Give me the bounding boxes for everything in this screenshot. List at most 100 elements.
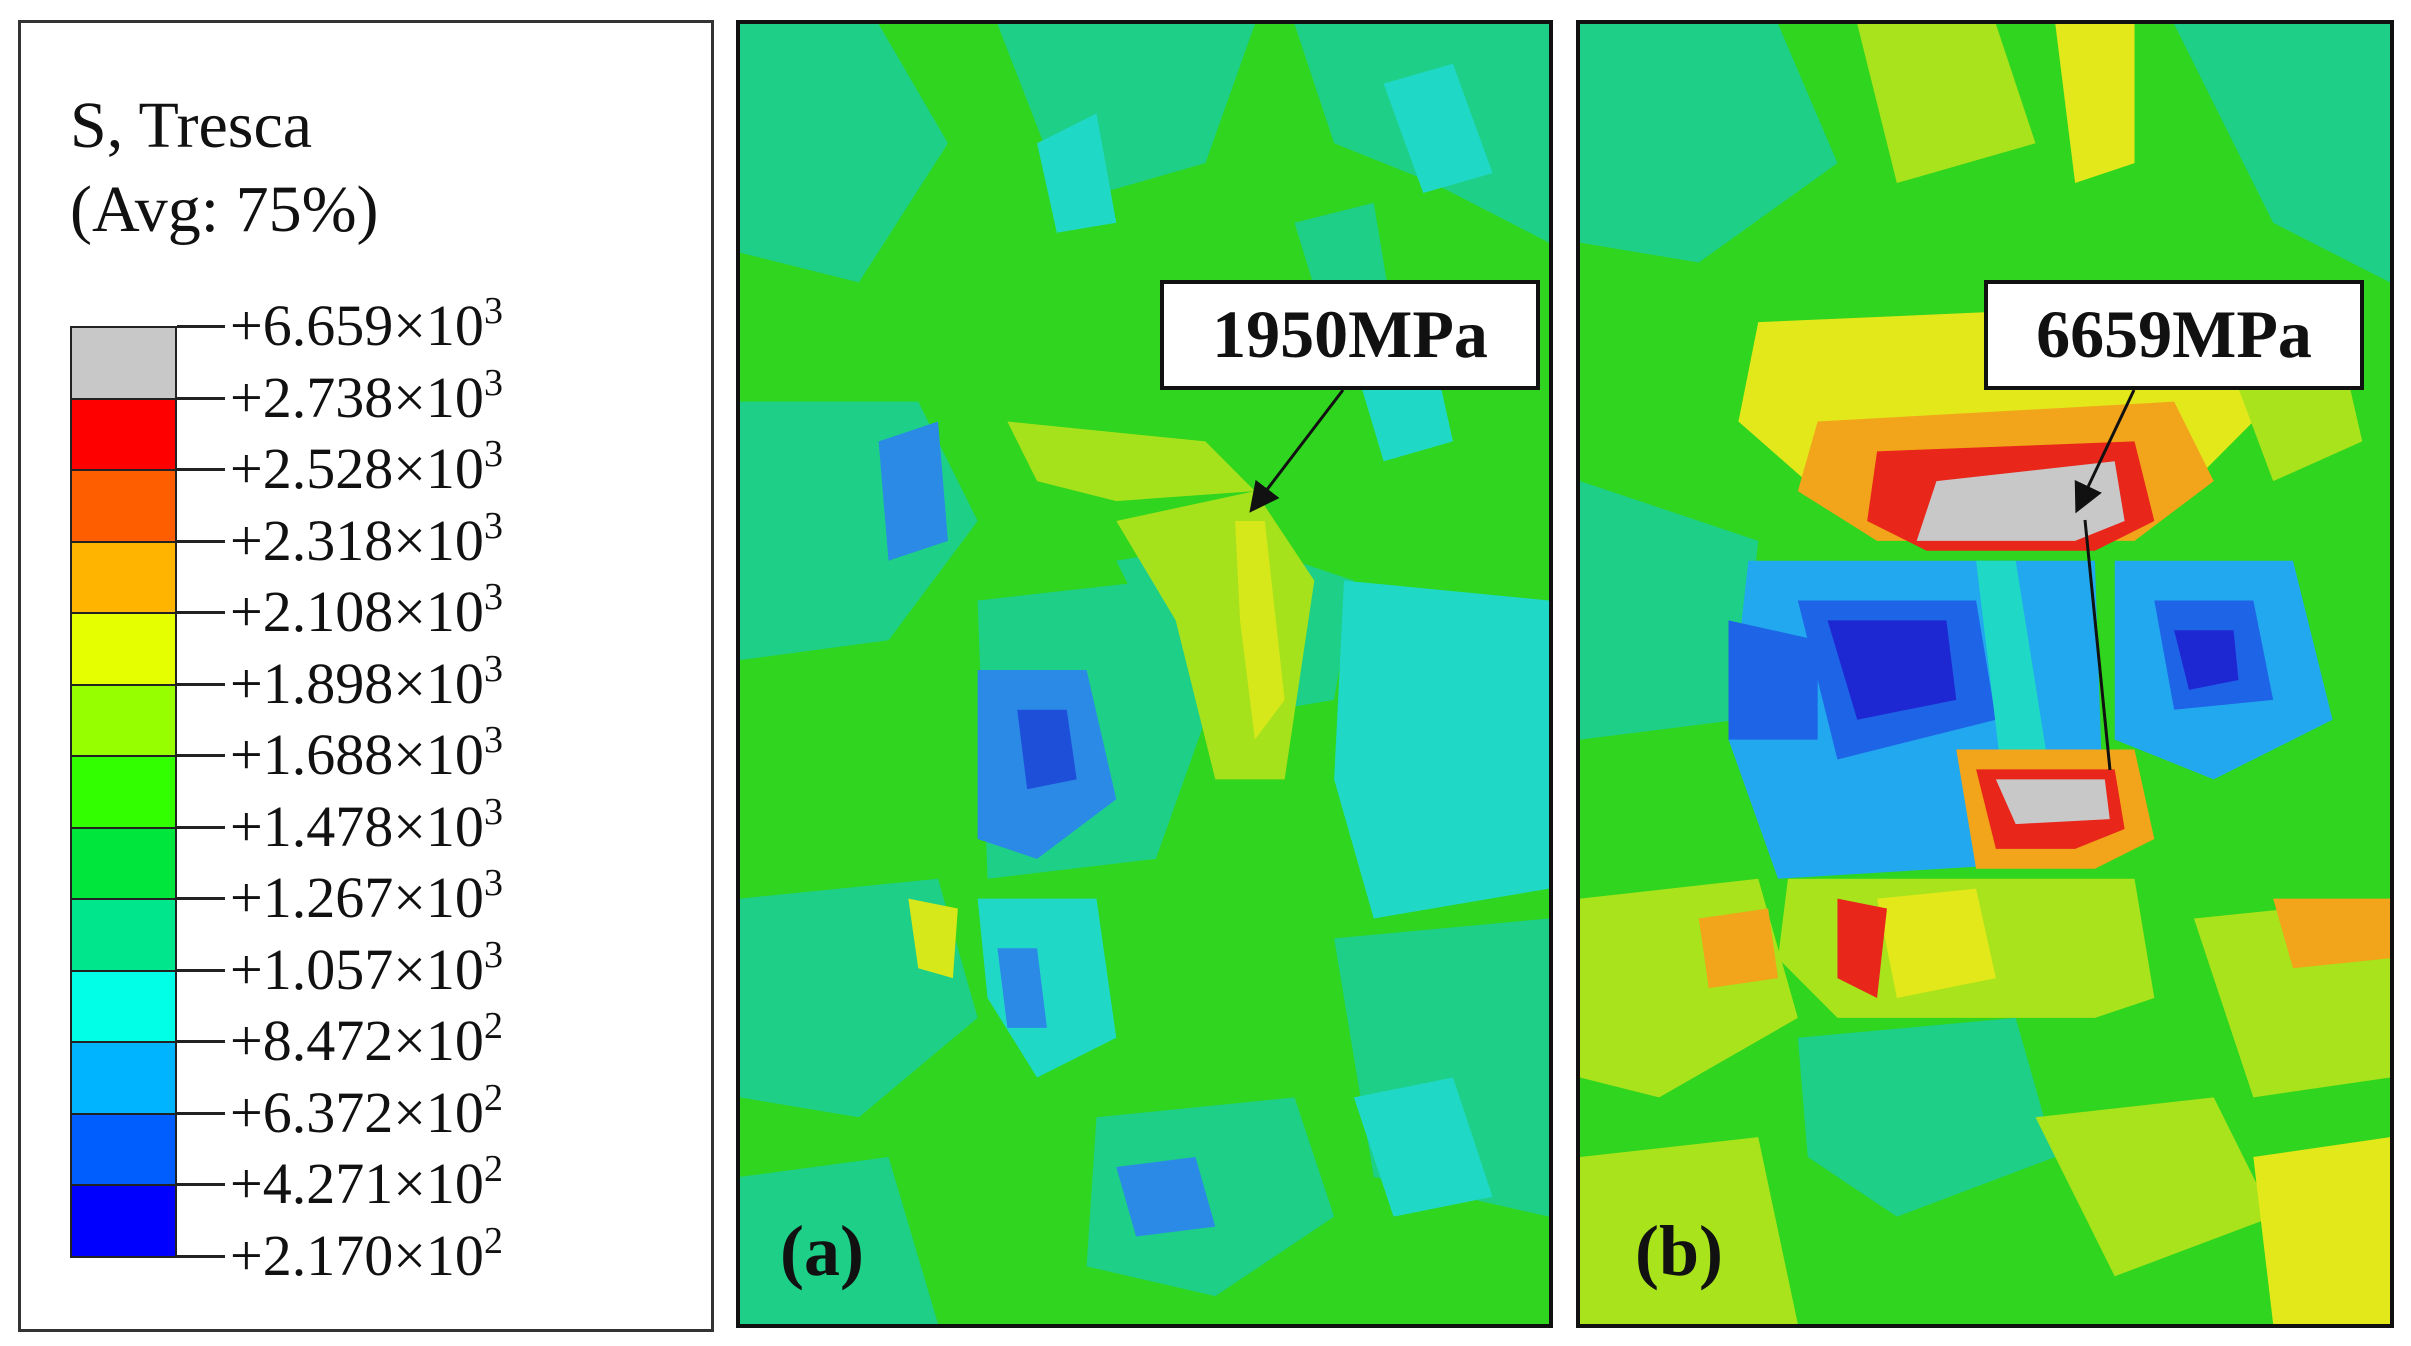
tick-exponent: 3 <box>483 933 503 976</box>
patch <box>2253 1137 2390 1324</box>
legend-color-cell <box>70 1041 177 1115</box>
tick-exponent: 3 <box>483 790 503 833</box>
legend-tick-mark <box>177 897 225 900</box>
patch <box>1580 1137 1798 1324</box>
tick-exponent: 3 <box>483 647 503 690</box>
tick-mantissa: +1.688 <box>230 722 394 787</box>
tick-mantissa: +2.528 <box>230 436 394 501</box>
legend-tick-label: +1.478×103 <box>230 793 503 856</box>
legend-tick-label: +2.528×103 <box>230 435 503 498</box>
legend-tick-mark <box>177 1183 225 1186</box>
patch <box>740 1157 939 1324</box>
patch <box>2055 24 2135 184</box>
tick-mantissa: +6.372 <box>230 1079 394 1145</box>
patch <box>2035 1097 2274 1277</box>
contour-plot-b <box>1580 24 2390 1324</box>
tick-times: ×10 <box>393 579 484 644</box>
legend-tick-label: +4.271×102 <box>230 1150 503 1213</box>
tick-times: ×10 <box>393 793 484 859</box>
patch <box>1353 1077 1493 1217</box>
tick-exponent: 3 <box>483 504 503 547</box>
tick-times: ×10 <box>393 1222 484 1288</box>
tick-mantissa: +4.271 <box>230 1151 394 1216</box>
tick-exponent: 3 <box>483 719 503 761</box>
patch <box>878 421 948 561</box>
tick-exponent: 3 <box>483 361 503 404</box>
legend-tick-label: +1.057×103 <box>230 936 503 999</box>
legend-color-cell <box>70 969 177 1043</box>
patch <box>1857 24 2036 184</box>
legend-tick-mark <box>177 1111 225 1115</box>
tick-exponent: 3 <box>483 290 503 332</box>
tick-exponent: 3 <box>483 862 503 904</box>
patch <box>1086 1097 1335 1297</box>
legend-tick-mark <box>177 611 225 614</box>
tick-mantissa: +1.898 <box>230 650 394 716</box>
legend-tick-mark <box>177 825 225 829</box>
callout-b: 6659MPa <box>1984 280 2364 390</box>
patch <box>1976 560 2056 810</box>
legend-color-cell <box>70 1112 177 1186</box>
patch <box>1007 421 1255 502</box>
panel-label-a: (a) <box>780 1211 864 1291</box>
tick-mantissa: +2.108 <box>230 579 394 644</box>
patch <box>1334 580 1549 919</box>
legend-tick-mark <box>177 682 225 686</box>
legend-tick-label: +1.688×103 <box>230 721 503 784</box>
callout-a: 1950MPa <box>1160 280 1540 390</box>
legend-title: S, Tresca <box>70 89 313 162</box>
legend-subtitle: (Avg: 75%) <box>70 173 379 246</box>
legend-tick-label: +2.318×103 <box>230 507 503 570</box>
tick-times: ×10 <box>393 1151 484 1216</box>
legend-tick-mark <box>177 1040 225 1043</box>
patch <box>1837 898 1887 999</box>
tick-exponent: 3 <box>483 576 503 618</box>
patch <box>1698 908 1779 989</box>
patch <box>1116 1157 1216 1237</box>
legend-color-cell <box>70 326 177 400</box>
legend-tick-label: +1.267×103 <box>230 864 503 927</box>
legend-color-cell <box>70 612 177 686</box>
tick-times: ×10 <box>393 507 484 573</box>
tick-times: ×10 <box>393 364 484 430</box>
tick-times: ×10 <box>393 1079 484 1145</box>
tick-mantissa: +6.659 <box>230 293 394 358</box>
legend-tick-label: +2.108×103 <box>230 578 503 641</box>
legend-color-cell <box>70 397 177 471</box>
tick-times: ×10 <box>393 865 484 930</box>
legend-tick-label: +1.898×103 <box>230 650 503 713</box>
legend-color-cell <box>70 540 177 614</box>
tick-times: ×10 <box>393 650 484 716</box>
tick-mantissa: +8.472 <box>230 1008 394 1073</box>
patch <box>1580 24 1838 263</box>
legend-tick-mark <box>177 754 225 757</box>
patch <box>1995 779 2110 825</box>
tick-times: ×10 <box>393 436 484 501</box>
tick-exponent: 3 <box>483 433 503 475</box>
tick-mantissa: +2.170 <box>230 1222 394 1288</box>
patch <box>1235 520 1285 740</box>
patch <box>1877 888 1996 999</box>
legend-color-cell <box>70 683 177 757</box>
patch <box>997 948 1047 1028</box>
legend-tick-label: +2.170×102 <box>230 1222 503 1285</box>
tick-mantissa: +1.267 <box>230 865 394 930</box>
legend-tick-mark <box>177 468 225 471</box>
tick-mantissa: +1.057 <box>230 936 394 1002</box>
patch <box>2174 24 2390 283</box>
patch <box>1383 63 1493 193</box>
tick-exponent: 2 <box>483 1005 503 1047</box>
patch <box>1017 709 1077 790</box>
legend-tick-label: +6.372×102 <box>230 1079 503 1142</box>
tick-times: ×10 <box>393 293 484 358</box>
tick-times: ×10 <box>393 722 484 787</box>
patch <box>2273 898 2390 969</box>
legend-tick-label: +8.472×102 <box>230 1007 503 1070</box>
patch <box>1580 481 1759 740</box>
legend-color-cell <box>70 898 177 972</box>
patch <box>1037 113 1117 233</box>
tick-mantissa: +2.738 <box>230 364 394 430</box>
legend-tick-mark <box>177 968 225 972</box>
contour-plot-a <box>740 24 1549 1324</box>
legend-tick-label: +6.659×103 <box>230 292 503 355</box>
